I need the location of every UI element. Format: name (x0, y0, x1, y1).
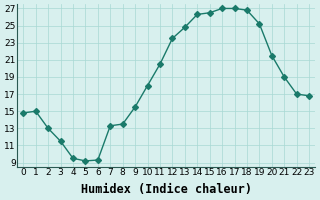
X-axis label: Humidex (Indice chaleur): Humidex (Indice chaleur) (81, 183, 252, 196)
